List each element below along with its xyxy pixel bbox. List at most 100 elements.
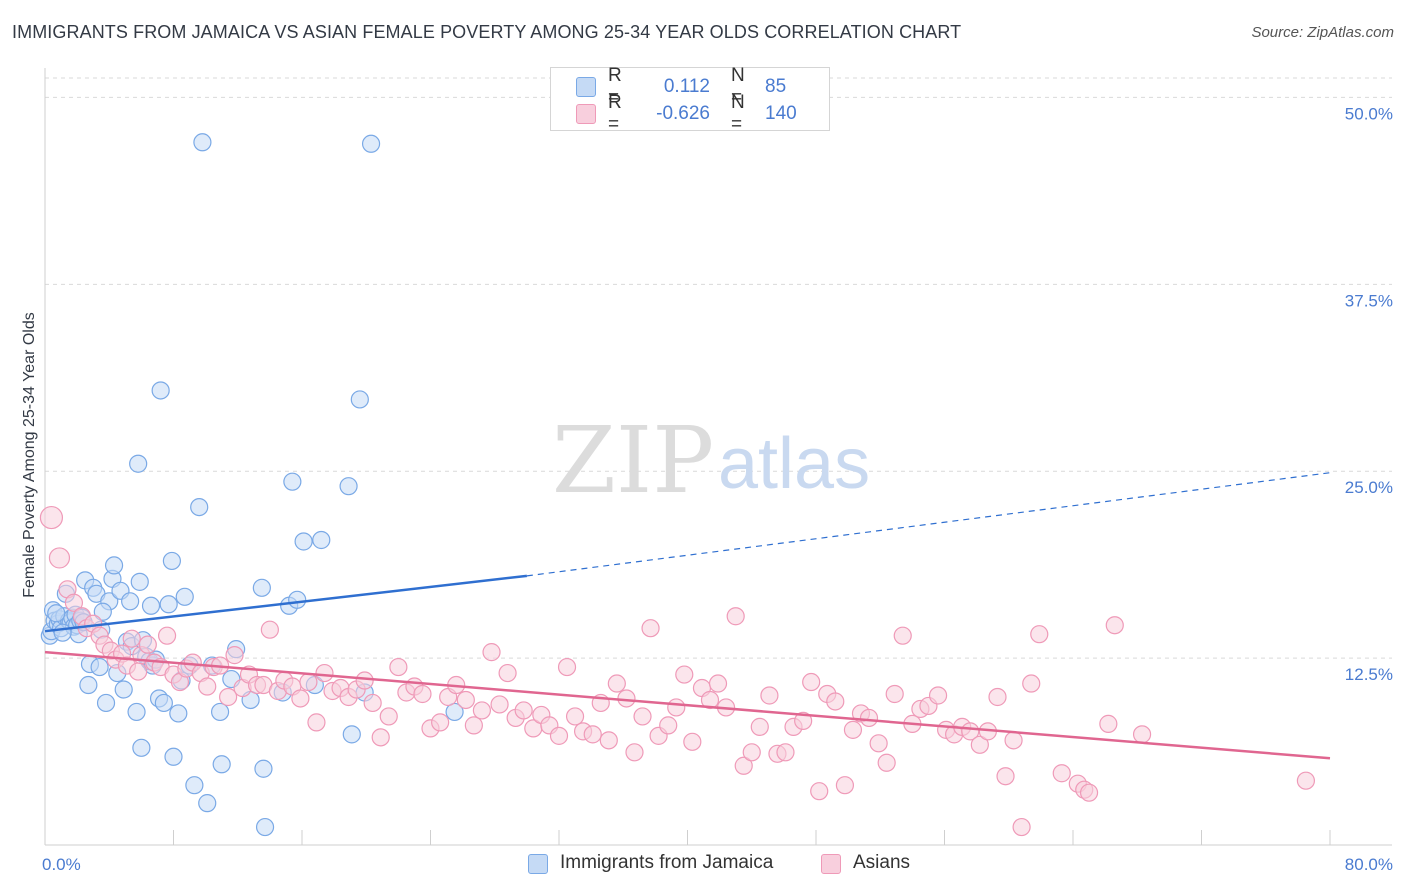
point-asians bbox=[1079, 783, 1099, 802]
point-jamaica bbox=[361, 134, 381, 153]
point-asians bbox=[219, 687, 238, 707]
point-jamaica bbox=[164, 747, 183, 766]
point-asians bbox=[843, 720, 863, 739]
point-jamaica bbox=[47, 604, 66, 623]
point-asians bbox=[291, 689, 310, 708]
legend-r-value: -0.626 bbox=[656, 103, 710, 124]
legend-r-label: R = bbox=[608, 92, 622, 135]
point-asians bbox=[742, 743, 761, 762]
point-asians bbox=[138, 635, 157, 654]
point-jamaica bbox=[104, 556, 124, 575]
point-asians bbox=[802, 672, 821, 692]
point-asians bbox=[734, 756, 753, 775]
point-asians bbox=[456, 690, 475, 710]
point-jamaica bbox=[130, 572, 149, 591]
point-jamaica bbox=[79, 675, 98, 695]
point-jamaica bbox=[445, 702, 464, 722]
point-asians bbox=[1030, 625, 1049, 644]
point-jamaica bbox=[159, 595, 178, 614]
point-jamaica bbox=[190, 497, 209, 517]
point-asians bbox=[1022, 674, 1041, 693]
point-jamaica bbox=[53, 623, 72, 642]
point-asians bbox=[48, 547, 71, 569]
point-asians bbox=[667, 698, 686, 717]
point-jamaica bbox=[288, 590, 307, 609]
y-tick-label: 37.5% bbox=[1345, 291, 1393, 310]
bottom-legend-swatch-pink bbox=[821, 854, 841, 874]
point-asians bbox=[490, 695, 509, 714]
trend-line-jamaica-extension bbox=[526, 472, 1331, 577]
point-jamaica bbox=[212, 755, 231, 774]
point-asians bbox=[675, 665, 694, 684]
legend-n-value: 85 bbox=[765, 76, 787, 97]
point-jamaica bbox=[342, 725, 361, 744]
x-tick-labels: 0.0% 80.0% bbox=[42, 855, 1393, 874]
point-jamaica bbox=[169, 704, 188, 723]
bottom-legend-label: Asians bbox=[853, 852, 911, 873]
x-tick-label: 80.0% bbox=[1345, 855, 1393, 874]
trend-line-jamaica bbox=[44, 574, 528, 633]
stats-legend: R = 0.112 N = 85 R = -0.626 N = 140 bbox=[550, 65, 830, 135]
y-tick-labels: 12.5% 25.0% 37.5% 50.0% bbox=[1345, 104, 1393, 684]
point-jamaica bbox=[339, 477, 358, 496]
y-tick-label: 12.5% bbox=[1345, 665, 1393, 684]
legend-n-label: N = bbox=[731, 92, 745, 135]
point-asians bbox=[379, 707, 398, 726]
point-asians bbox=[307, 713, 326, 732]
point-jamaica bbox=[154, 693, 173, 713]
point-asians bbox=[260, 620, 279, 639]
watermark-zip: ZIP bbox=[552, 407, 714, 514]
point-asians bbox=[389, 657, 408, 677]
point-asians bbox=[472, 701, 491, 720]
point-asians bbox=[1132, 725, 1152, 744]
point-asians bbox=[869, 734, 888, 753]
point-jamaica bbox=[90, 657, 109, 677]
point-asians bbox=[355, 671, 374, 690]
point-asians bbox=[122, 629, 141, 648]
point-asians bbox=[633, 707, 652, 726]
point-asians bbox=[482, 643, 501, 662]
point-asians bbox=[659, 716, 678, 735]
y-axis-label: Female Poverty Among 25-34 Year Olds bbox=[21, 312, 38, 598]
point-jamaica bbox=[283, 472, 302, 491]
legend-swatch-blue bbox=[576, 77, 596, 97]
point-asians bbox=[625, 743, 644, 762]
point-asians bbox=[893, 626, 912, 645]
point-asians bbox=[607, 674, 626, 693]
point-asians bbox=[583, 725, 602, 744]
point-asians bbox=[835, 776, 855, 795]
point-asians bbox=[885, 684, 904, 704]
source-label: Source: ZipAtlas.com bbox=[1251, 24, 1394, 41]
point-asians bbox=[641, 619, 660, 638]
point-jamaica bbox=[252, 578, 271, 597]
trend-line-asians bbox=[44, 650, 1331, 760]
point-asians bbox=[39, 505, 64, 530]
point-asians bbox=[726, 607, 745, 626]
point-asians bbox=[700, 690, 720, 710]
point-asians bbox=[464, 716, 483, 735]
point-asians bbox=[413, 684, 432, 704]
legend-n-value: 140 bbox=[765, 103, 797, 124]
point-asians bbox=[431, 713, 450, 732]
point-asians bbox=[315, 663, 334, 683]
point-asians bbox=[371, 728, 390, 747]
point-asians bbox=[1105, 616, 1124, 635]
point-asians bbox=[198, 677, 217, 696]
point-jamaica bbox=[121, 592, 140, 611]
point-asians bbox=[1012, 817, 1031, 837]
point-asians bbox=[549, 726, 569, 745]
point-asians bbox=[64, 593, 84, 612]
trend-lines bbox=[44, 472, 1331, 760]
point-jamaica bbox=[114, 680, 133, 699]
point-jamaica bbox=[198, 794, 217, 813]
x-tick-label: 0.0% bbox=[42, 855, 81, 874]
point-asians bbox=[859, 708, 879, 728]
point-asians bbox=[683, 732, 702, 751]
point-jamaica bbox=[193, 133, 212, 152]
watermark: ZIP atlas bbox=[552, 407, 870, 514]
legend-swatch-pink bbox=[576, 104, 596, 124]
watermark-atlas: atlas bbox=[718, 424, 870, 504]
point-asians bbox=[514, 701, 533, 720]
point-jamaica bbox=[127, 702, 146, 722]
